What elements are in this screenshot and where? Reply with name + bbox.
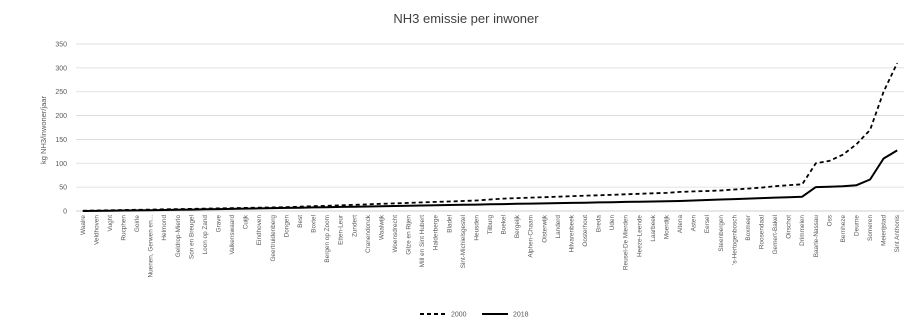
x-tick-label: Oisterwijk [541,214,548,242]
x-tick-label: Halderberge [433,215,440,251]
x-tick-label: Goirle [134,215,141,232]
x-tick-label: Baarle-Nassau [813,215,820,258]
x-tick-label: Geertruidenberg [270,215,277,262]
x-tick-label: Bergen op Zoom [324,215,331,263]
x-tick-label: Woensdrecht [392,215,399,253]
x-tick-label: Drimmelen [799,215,806,246]
x-tick-label: Gilze en Rijen [406,215,413,255]
x-tick-label: Etten-Leur [338,214,345,245]
x-tick-label: Moerdijk [663,214,670,239]
y-tick-label: 150 [55,137,67,144]
x-tick-label: Steenbergen [718,215,725,252]
x-tick-label: Dongen [283,215,290,238]
x-tick-label: Veldhoven [93,215,100,245]
x-tick-label: Tilburg [487,215,494,235]
x-tick-label: Waalre [80,215,87,235]
gridlines [76,43,904,212]
x-tick-label: Bergeijk [514,214,521,238]
chart-title: NH3 emissie per inwoner [393,11,539,26]
legend: 2000 2018 [420,312,529,319]
x-tick-label: Breda [596,215,603,232]
x-tick-label: Bladel [446,215,453,233]
x-tick-label: Vught [107,215,114,232]
legend-label-2018: 2018 [513,312,529,319]
y-tick-label: 100 [55,161,67,168]
y-axis-label: kg NH3/inwoner/jaar [39,96,48,164]
x-tick-label: Grave [216,215,223,233]
legend-label-2000: 2000 [451,312,467,319]
y-tick-label: 250 [55,89,67,96]
x-tick-label: Helmond [161,215,168,241]
x-tick-label: Hilvarenbeek [568,214,575,252]
x-tick-label: Uden [609,215,616,231]
x-tick-label: Cranendonck [365,214,372,253]
x-tick-label: Cuijk [243,214,250,229]
x-tick-label: Bernheze [840,215,847,243]
x-tick-label: Valkenswaard [229,215,236,255]
x-tick-label: Someren [867,215,874,241]
x-tick-label: Landerd [555,215,562,239]
y-tick-label: 50 [59,185,67,192]
x-tick-label: Best [297,215,304,228]
x-tick-label: Gemert-Bakel [772,215,779,254]
x-tick-label: Son en Breugel [188,215,195,259]
y-tick-label: 0 [63,209,67,216]
x-tick-label: Boxmeer [745,214,752,240]
x-tick-label: Heusden [473,215,480,241]
x-tick-label: Oosterhout [582,215,589,247]
x-tick-label: Eindhoven [256,215,263,246]
x-tick-label: Roosendaal [758,215,765,249]
x-tick-label: Waalwijk [378,214,385,240]
y-axis-ticks: 0 50 100 150 200 250 300 350 [55,42,67,216]
x-tick-label: Boekel [501,215,508,235]
x-tick-label: Geldrop-Mierlo [175,215,182,258]
x-tick-label: Zundert [351,215,358,237]
y-tick-label: 200 [55,113,67,120]
x-tick-label: Nuenen, Gerwen en... [148,215,155,278]
series-lines [82,62,899,212]
x-tick-label: Rucphen [121,215,128,241]
series-line-2018 [82,149,898,212]
y-tick-label: 300 [55,65,67,72]
y-tick-label: 350 [55,42,67,49]
x-tick-label: Alphen-Chaam [528,215,535,258]
x-tick-label: Loon op Zand [202,215,209,255]
x-tick-label: Sint Anthonis [894,215,901,252]
series-line-2000 [82,62,899,212]
x-tick-label: Altena [677,215,684,234]
x-tick-label: Asten [691,215,698,232]
x-tick-label: Reusel-De Mierden [623,215,630,270]
x-tick-label: Eersel [704,215,711,233]
x-tick-label: Mill en Sint Hubert [419,215,426,267]
x-tick-label: Heeze-Leende [636,215,643,257]
x-tick-label: Meierijstad [881,215,888,246]
x-tick-label: 's-Hertogenbosch [731,215,738,265]
x-tick-label: Sint-Michielsgestel [460,215,467,268]
x-axis-ticks: Waalre Veldhoven Vught Rucphen Goirle Nuenen,… [80,214,901,277]
x-tick-label: Laarbeek [650,214,657,241]
x-tick-label: Oirschot [786,215,793,239]
x-tick-label: Boxtel [311,215,318,233]
x-tick-label: Deurne [853,215,860,236]
x-tick-label: Oss [826,215,833,226]
